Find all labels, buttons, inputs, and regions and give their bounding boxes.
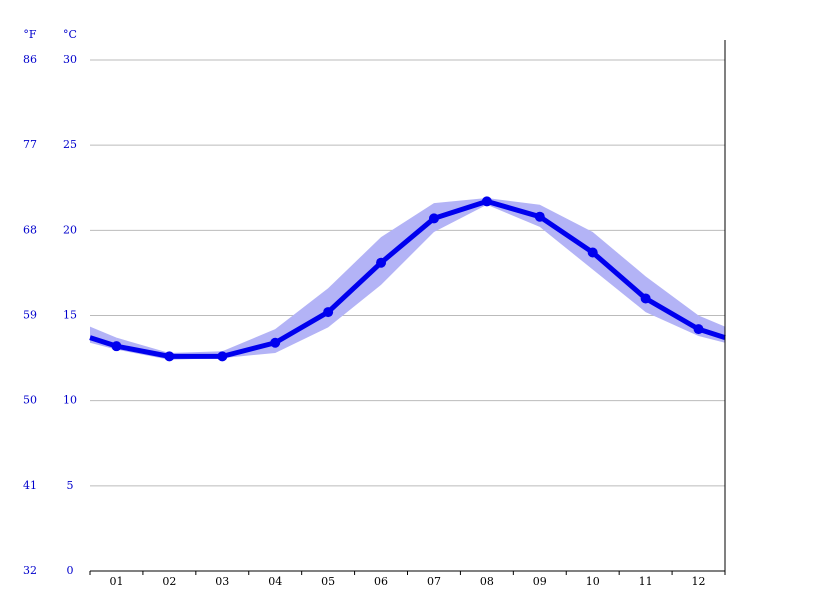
- point: [640, 293, 651, 304]
- y2-axis-label: °F: [23, 28, 37, 41]
- y2-tick-label: 86: [23, 53, 37, 66]
- x-tick-label: 09: [533, 575, 547, 588]
- point: [376, 257, 387, 268]
- y-tick-label: 10: [63, 394, 77, 407]
- y-tick-label: 25: [63, 138, 77, 151]
- x-tick-label: 07: [427, 575, 441, 588]
- y-tick-label: 30: [63, 53, 77, 66]
- y2-tick-label: 68: [23, 223, 37, 236]
- x-tick-label: 01: [109, 575, 123, 588]
- x-tick-label: 04: [268, 575, 282, 588]
- point: [217, 351, 228, 362]
- x-tick-label: 02: [162, 575, 176, 588]
- point: [111, 341, 122, 352]
- y-tick-label: 20: [63, 223, 77, 236]
- y-tick-label: 5: [67, 479, 74, 492]
- x-tick-label: 03: [215, 575, 229, 588]
- line: [115, 198, 700, 359]
- y2-tick-label: 77: [23, 138, 37, 151]
- x-tick-label: 08: [480, 575, 494, 588]
- point: [534, 211, 545, 222]
- point: [587, 247, 598, 258]
- y2-tick-label: 50: [23, 394, 37, 407]
- range-band: [116, 197, 699, 360]
- point: [323, 307, 334, 318]
- point: [428, 213, 439, 224]
- y-tick-label: 15: [63, 309, 77, 322]
- x-tick-label: 10: [586, 575, 600, 588]
- point: [481, 196, 492, 207]
- y-axis-label: °C: [63, 28, 77, 41]
- y2-tick-label: 41: [23, 479, 37, 492]
- point: [693, 324, 704, 335]
- y2-tick-label: 32: [23, 564, 37, 577]
- x-tick-label: 11: [639, 575, 653, 588]
- y-tick-label: 0: [67, 564, 74, 577]
- x-tick-label: 05: [321, 575, 335, 588]
- x-tick-label: 12: [692, 575, 706, 588]
- y2-tick-label: 59: [23, 309, 37, 322]
- point: [270, 337, 281, 348]
- point: [164, 351, 175, 362]
- x-tick-label: 06: [374, 575, 388, 588]
